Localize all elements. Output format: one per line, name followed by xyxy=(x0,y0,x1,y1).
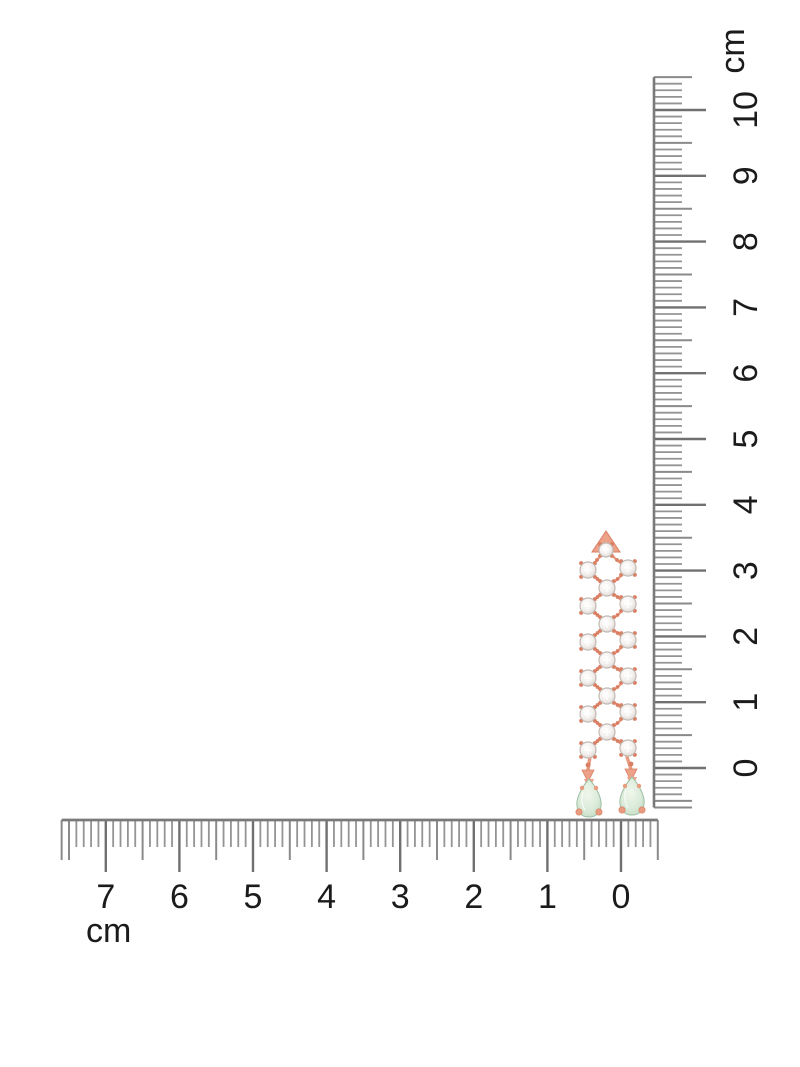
crystal-stone xyxy=(619,739,637,757)
horizontal-ruler-tick-marks xyxy=(60,820,659,872)
crystal-stone xyxy=(579,669,597,687)
horizontal-ruler-label-6: 6 xyxy=(170,878,189,916)
crystal-stone xyxy=(598,687,616,705)
crystal-stone xyxy=(579,561,597,579)
crystal-stone xyxy=(598,579,616,597)
vertical-ruler-label-2: 2 xyxy=(727,627,765,646)
crystal-stone xyxy=(619,703,637,721)
vertical-ruler-label-1: 1 xyxy=(727,693,765,712)
earring-stems xyxy=(581,755,638,783)
crystal-stone xyxy=(598,542,614,558)
vertical-ruler-tick-marks xyxy=(654,76,706,809)
mint-pear-drop xyxy=(575,778,603,818)
mint-pear-drop xyxy=(618,776,646,816)
horizontal-ruler-label-3: 3 xyxy=(391,878,410,916)
crystal-stone xyxy=(598,723,616,741)
vertical-ruler-label-5: 5 xyxy=(727,430,765,449)
crystal-stone xyxy=(579,597,597,615)
horizontal-ruler-label-2: 2 xyxy=(464,878,483,916)
horizontal-ruler-label-4: 4 xyxy=(317,878,336,916)
horizontal-ruler-label-1: 1 xyxy=(538,878,557,916)
crystal-stone xyxy=(619,631,637,649)
crystal-stone xyxy=(579,633,597,651)
crystal-stone xyxy=(598,615,616,633)
horizontal-ruler-label-0: 0 xyxy=(612,878,631,916)
vertical-ruler-label-10: 10 xyxy=(727,91,765,129)
horizontal-ruler: 7 6 5 4 3 2 1 0 cm xyxy=(60,818,659,950)
vertical-ruler-label-4: 4 xyxy=(727,495,765,514)
mint-pear-drops xyxy=(575,776,646,818)
vertical-ruler-label-9: 9 xyxy=(727,166,765,185)
crystal-stone xyxy=(619,667,637,685)
horizontal-ruler-unit-label: cm xyxy=(86,912,131,950)
vertical-ruler-unit-label: cm xyxy=(714,28,752,73)
vertical-ruler-label-0: 0 xyxy=(727,759,765,778)
crystal-stone xyxy=(619,559,637,577)
vertical-ruler-label-3: 3 xyxy=(727,561,765,580)
crystal-stone xyxy=(619,595,637,613)
vertical-ruler-label-8: 8 xyxy=(727,232,765,251)
crystal-stone xyxy=(579,705,597,723)
crystal-stone xyxy=(598,651,616,669)
earrings-image xyxy=(575,530,646,818)
horizontal-ruler-label-7: 7 xyxy=(96,878,115,916)
horizontal-ruler-label-5: 5 xyxy=(244,878,263,916)
crystal-stone xyxy=(579,741,597,759)
crystal-stones xyxy=(579,542,637,759)
vertical-ruler-label-7: 7 xyxy=(727,298,765,317)
vertical-ruler-label-6: 6 xyxy=(727,364,765,383)
